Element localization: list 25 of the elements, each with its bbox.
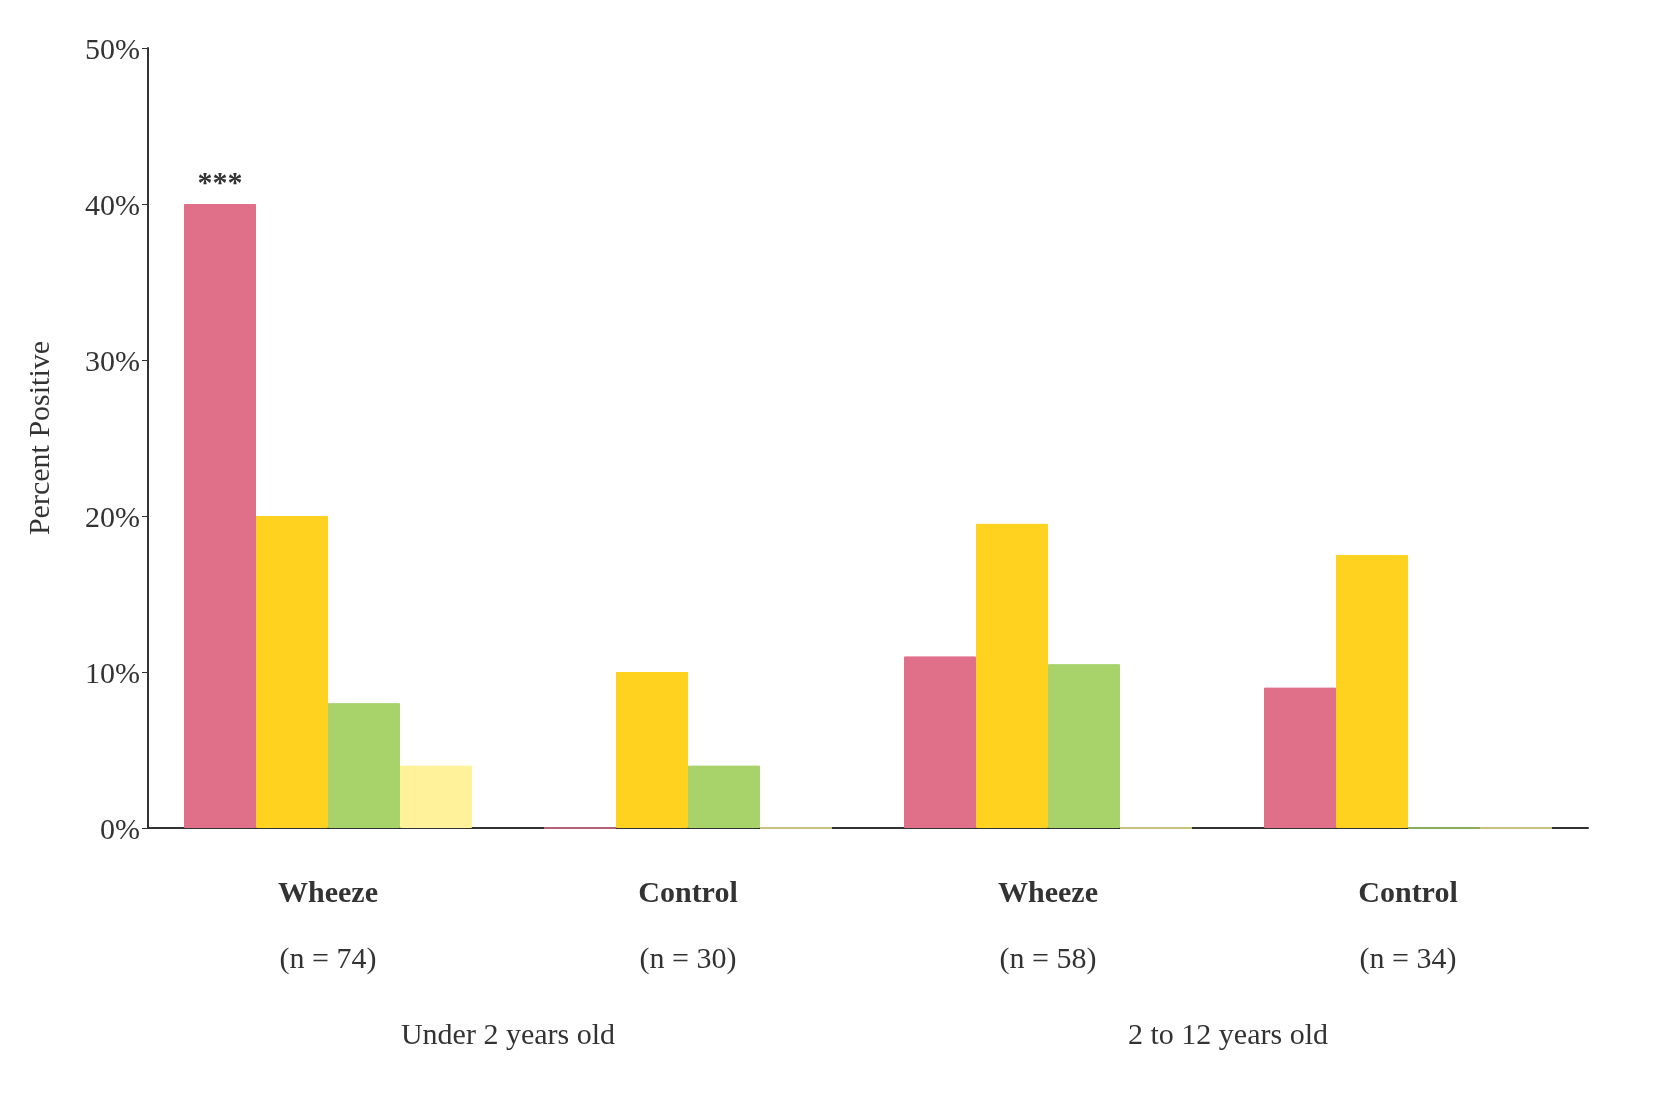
annotation: *** [197,164,243,198]
y-tick-label: 0% [100,811,140,845]
y-axis-title: Percent Positive [21,340,55,536]
bar [1264,687,1336,828]
y-tick-label: 40% [85,187,140,221]
bar [328,703,400,828]
text: 2 to 12 years old [1128,1016,1328,1050]
bar [1336,555,1408,828]
x-tick-label: Wheeze (n = 74) [278,874,378,975]
bar [400,765,472,828]
y-tick-label: 10% [85,655,140,689]
y-tick-label: 30% [85,343,140,377]
bar [688,765,760,828]
bar [184,204,256,828]
x-tick-label: Control (n = 34) [1358,874,1458,975]
bar [976,523,1048,828]
y-tick-label: 20% [85,499,140,533]
text: Under 2 years old [400,1016,616,1050]
bar [256,516,328,828]
x-tick-label: Control (n = 30) [638,874,738,975]
bar [616,672,688,828]
bar [1048,664,1120,828]
y-tick-label: 50% [85,31,140,65]
x-tick-label: Wheeze (n = 58) [998,874,1098,975]
bar [904,656,976,828]
